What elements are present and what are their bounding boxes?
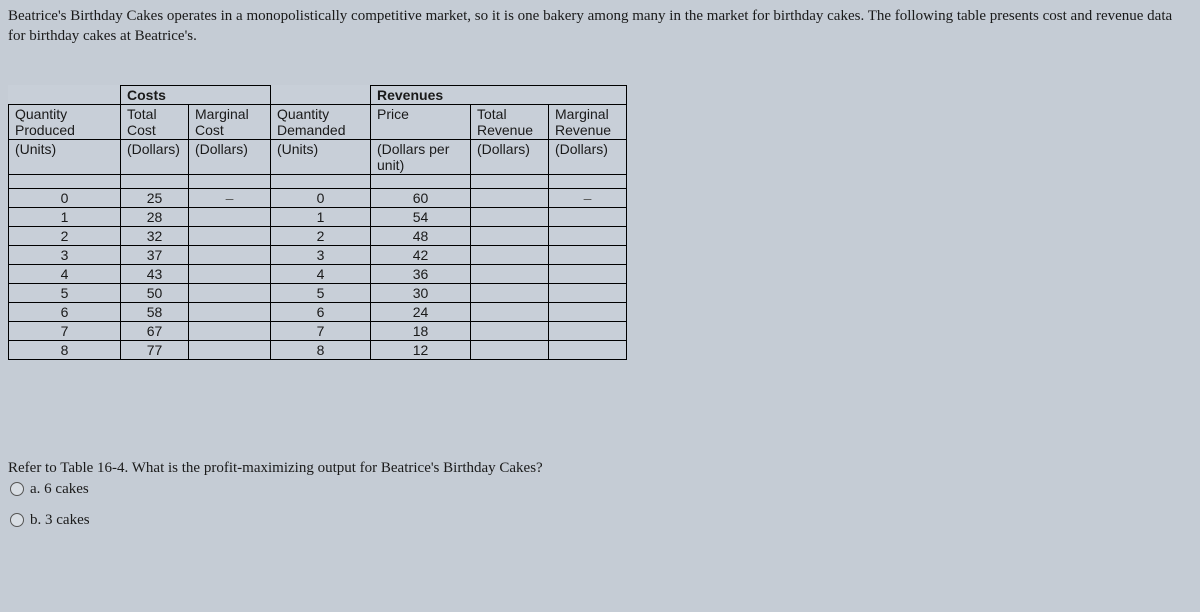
cell-qp: 2 — [9, 226, 121, 245]
table-row: 550530 — [9, 283, 627, 302]
cell-qd: 8 — [271, 340, 371, 359]
cell-qp: 5 — [9, 283, 121, 302]
table-row: 337342 — [9, 245, 627, 264]
cell-tr — [471, 340, 549, 359]
option-a-label: a. 6 cakes — [30, 481, 89, 498]
radio-icon — [10, 482, 24, 496]
section-revenues: Revenues — [371, 85, 627, 104]
cell-mr — [549, 264, 627, 283]
cell-mc — [189, 264, 271, 283]
table-row: 877812 — [9, 340, 627, 359]
cell-qd: 2 — [271, 226, 371, 245]
cell-mr — [549, 340, 627, 359]
option-a[interactable]: a. 6 cakes — [10, 481, 1192, 498]
cell-p: 48 — [371, 226, 471, 245]
hdr-qty-demanded: Quantity Demanded — [271, 104, 371, 139]
cell-mr — [549, 302, 627, 321]
cell-tc: 32 — [121, 226, 189, 245]
cell-qp: 3 — [9, 245, 121, 264]
cell-mc — [189, 245, 271, 264]
table-row: 232248 — [9, 226, 627, 245]
unit-total-cost: (Dollars) — [121, 139, 189, 174]
hdr-marginal-cost: Marginal Cost — [189, 104, 271, 139]
cell-qd: 0 — [271, 188, 371, 207]
cell-qp: 4 — [9, 264, 121, 283]
cell-mc: – — [189, 188, 271, 207]
cell-mr — [549, 207, 627, 226]
cell-mc — [189, 321, 271, 340]
cell-mr — [549, 283, 627, 302]
cell-tc: 77 — [121, 340, 189, 359]
option-b[interactable]: b. 3 cakes — [10, 512, 1192, 529]
cell-mr — [549, 321, 627, 340]
cell-mc — [189, 302, 271, 321]
cell-p: 54 — [371, 207, 471, 226]
cell-tr — [471, 302, 549, 321]
option-b-label: b. 3 cakes — [30, 512, 90, 529]
unit-qty-produced: (Units) — [9, 139, 121, 174]
cell-p: 36 — [371, 264, 471, 283]
cell-qp: 1 — [9, 207, 121, 226]
cell-qd: 5 — [271, 283, 371, 302]
cell-tr — [471, 207, 549, 226]
cell-mr: – — [549, 188, 627, 207]
cell-mc — [189, 283, 271, 302]
cell-tc: 67 — [121, 321, 189, 340]
cell-p: 30 — [371, 283, 471, 302]
radio-icon — [10, 513, 24, 527]
cell-mc — [189, 340, 271, 359]
hdr-qty-produced: Quantity Produced — [9, 104, 121, 139]
cell-p: 12 — [371, 340, 471, 359]
cell-p: 24 — [371, 302, 471, 321]
cell-mc — [189, 207, 271, 226]
cell-tc: 43 — [121, 264, 189, 283]
cell-tc: 28 — [121, 207, 189, 226]
section-costs: Costs — [121, 85, 271, 104]
cell-qp: 8 — [9, 340, 121, 359]
cell-qd: 3 — [271, 245, 371, 264]
cell-p: 42 — [371, 245, 471, 264]
cell-mr — [549, 245, 627, 264]
cell-tr — [471, 245, 549, 264]
hdr-total-rev: Total Revenue — [471, 104, 549, 139]
cell-qd: 6 — [271, 302, 371, 321]
cell-tc: 25 — [121, 188, 189, 207]
cell-qp: 6 — [9, 302, 121, 321]
cell-tr — [471, 283, 549, 302]
unit-marginal-rev: (Dollars) — [549, 139, 627, 174]
cell-tc: 37 — [121, 245, 189, 264]
hdr-marginal-rev: Marginal Revenue — [549, 104, 627, 139]
table-row: 443436 — [9, 264, 627, 283]
cell-tc: 58 — [121, 302, 189, 321]
cell-tc: 50 — [121, 283, 189, 302]
cell-qd: 4 — [271, 264, 371, 283]
cell-qp: 7 — [9, 321, 121, 340]
table-row: 128154 — [9, 207, 627, 226]
table-row: 658624 — [9, 302, 627, 321]
cell-qd: 7 — [271, 321, 371, 340]
cell-p: 18 — [371, 321, 471, 340]
cell-tr — [471, 264, 549, 283]
unit-total-rev: (Dollars) — [471, 139, 549, 174]
cell-qd: 1 — [271, 207, 371, 226]
unit-qty-demanded: (Units) — [271, 139, 371, 174]
cell-tr — [471, 321, 549, 340]
cost-revenue-table: Costs Revenues Quantity Produced Total C… — [8, 85, 627, 360]
table-row: 767718 — [9, 321, 627, 340]
hdr-price: Price — [371, 104, 471, 139]
cell-qp: 0 — [9, 188, 121, 207]
question-text: Refer to Table 16-4. What is the profit-… — [8, 460, 1192, 477]
cell-p: 60 — [371, 188, 471, 207]
cell-mr — [549, 226, 627, 245]
cell-mc — [189, 226, 271, 245]
intro-text: Beatrice's Birthday Cakes operates in a … — [8, 6, 1188, 47]
unit-marginal-cost: (Dollars) — [189, 139, 271, 174]
cell-tr — [471, 188, 549, 207]
unit-price: (Dollars per unit) — [371, 139, 471, 174]
cell-tr — [471, 226, 549, 245]
hdr-total-cost: Total Cost — [121, 104, 189, 139]
table-row: 025–060– — [9, 188, 627, 207]
